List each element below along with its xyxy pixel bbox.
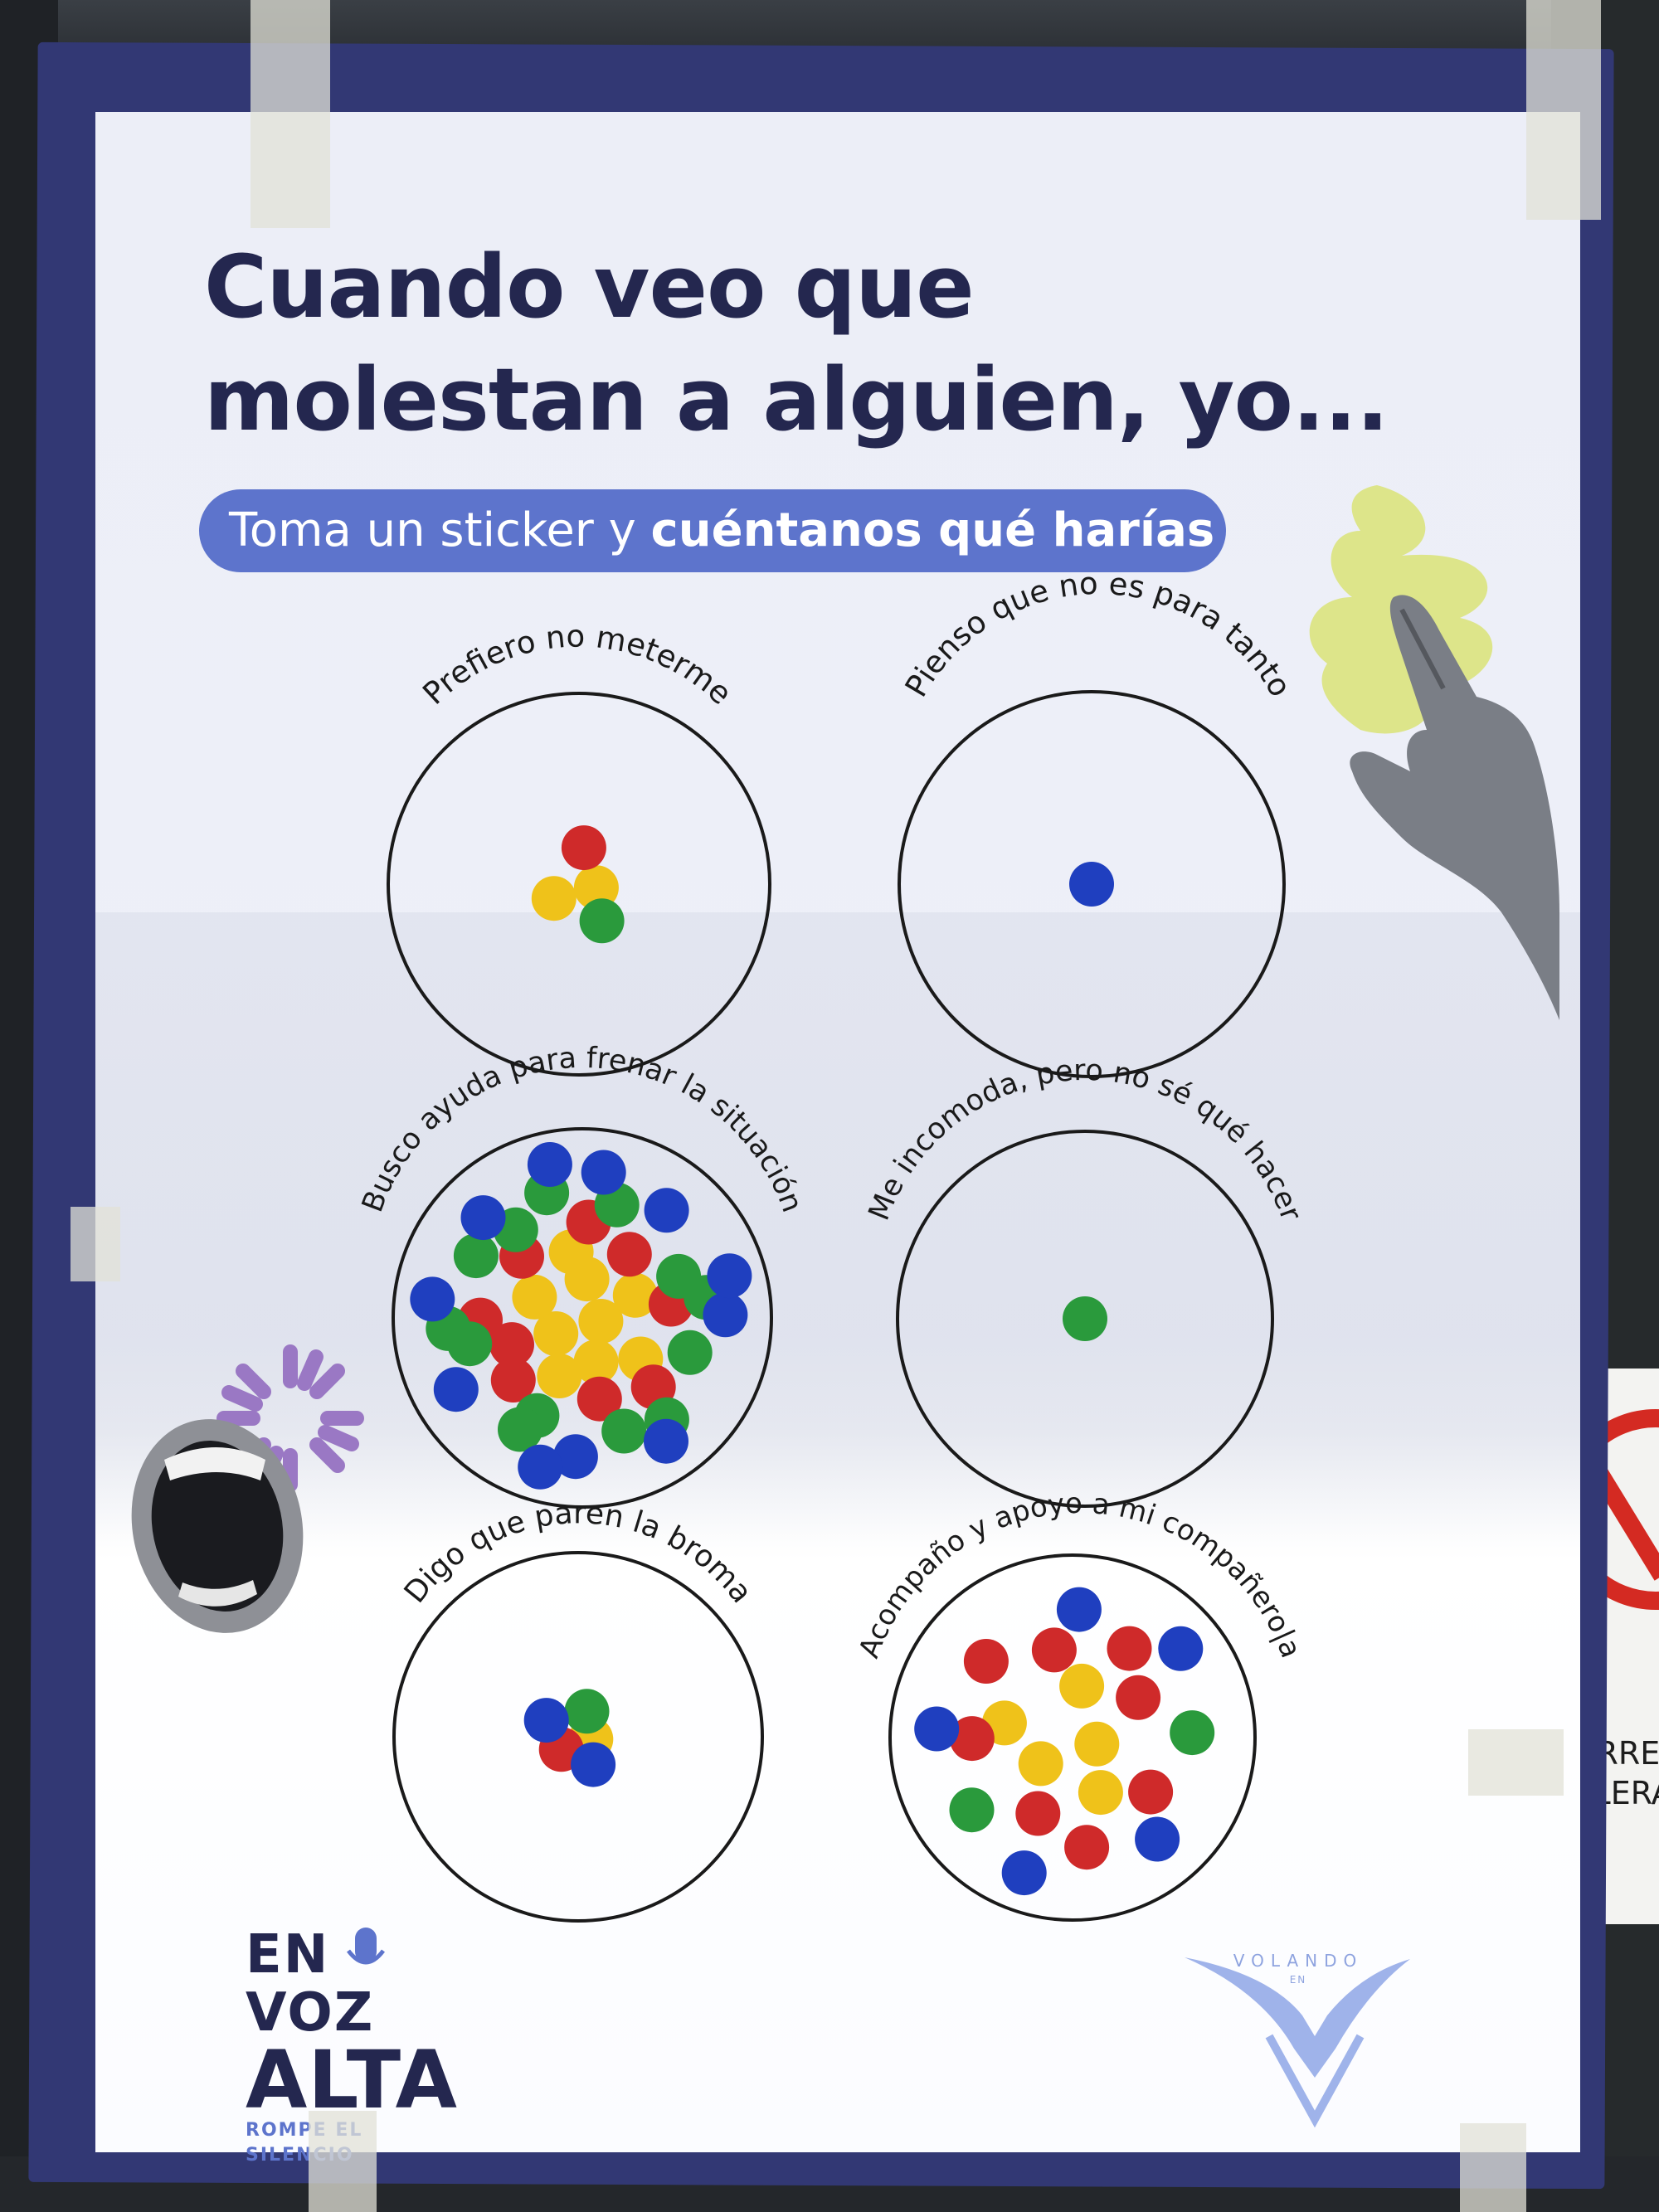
- sticker-yellow: [573, 865, 619, 911]
- sticker-blue: [914, 1706, 960, 1752]
- sticker-blue: [552, 1434, 598, 1480]
- sticker-green: [498, 1407, 542, 1452]
- sticker-yellow: [537, 1354, 582, 1398]
- sticker-blue: [581, 1150, 626, 1195]
- tape-top-left: [251, 0, 330, 228]
- volando-en-v-logo: VOLANDO EN: [1186, 1951, 1410, 1986]
- sticker-yellow: [1018, 1741, 1063, 1787]
- sticker-red: [490, 1358, 536, 1403]
- title-line-1: Cuando veo que: [204, 236, 975, 338]
- svg-text:Pienso que no es para tanto: Pienso que no es para tanto: [898, 566, 1298, 703]
- sticker-yellow: [1078, 1770, 1123, 1816]
- sticker-blue: [527, 1142, 572, 1187]
- sticker-red: [1107, 1626, 1152, 1671]
- sticker-yellow: [531, 876, 577, 921]
- circle-pienso-que-no-es-para-tanto: Pienso que no es para tanto: [898, 566, 1298, 1078]
- sticker-yellow: [512, 1274, 557, 1320]
- stickers: [410, 825, 1215, 1896]
- sticker-blue: [1001, 1850, 1047, 1896]
- sticker-blue: [644, 1418, 688, 1464]
- svg-text:Prefiero no meterme: Prefiero no meterme: [416, 619, 738, 712]
- sticker-green: [579, 898, 625, 944]
- sticker-blue: [518, 1444, 563, 1490]
- tape-bottom-left: [309, 2111, 377, 2212]
- sticker-red: [1128, 1769, 1174, 1815]
- sticker-blue: [1056, 1587, 1102, 1632]
- title-line-2: molestan a alguien, yo...: [204, 349, 1389, 450]
- sticker-red: [1116, 1675, 1161, 1720]
- sticker-red: [561, 825, 606, 871]
- sticker-green: [1063, 1296, 1107, 1341]
- option-label-1: Prefiero no meterme: [416, 619, 738, 712]
- logo-line-1: EN VOZ: [246, 1924, 375, 2044]
- volando-v-icon: [1185, 1957, 1410, 2128]
- tape-top-right: [1526, 0, 1601, 220]
- sticker-green: [564, 1689, 610, 1734]
- poster-title: Cuando veo que molestan a alguien, yo...: [204, 231, 1448, 456]
- sticker-blue: [571, 1742, 616, 1787]
- sticker-blue: [707, 1253, 752, 1299]
- sticker-green: [1170, 1710, 1215, 1756]
- sticker-yellow: [573, 1339, 619, 1385]
- volando-line-2: EN: [1289, 1974, 1307, 1986]
- sticker-red: [606, 1232, 652, 1277]
- svg-text:Me incomoda, pero no sé qué ha: Me incomoda, pero no sé qué hacer: [863, 1054, 1308, 1226]
- pointing-hand-icon: [1350, 595, 1559, 1020]
- sticker-blue: [433, 1367, 479, 1412]
- volando-line-1: VOLANDO: [1233, 1951, 1364, 1971]
- shadow: [95, 912, 1580, 1559]
- sticker-blue: [703, 1292, 748, 1338]
- sticker-red: [577, 1376, 622, 1422]
- option-label-2: Pienso que no es para tanto: [898, 566, 1298, 703]
- sticker-red: [1064, 1825, 1110, 1870]
- logo-line-2: ALTA: [246, 2034, 458, 2127]
- sticker-blue: [1069, 862, 1114, 907]
- sticker-red: [963, 1639, 1009, 1684]
- sticker-yellow: [1074, 1721, 1120, 1767]
- sticker-yellow: [612, 1272, 658, 1318]
- option-label-4: Me incomoda, pero no sé qué hacer: [863, 1054, 1308, 1226]
- screaming-mouth-icon: [131, 1419, 304, 1633]
- sticker-blue: [523, 1698, 569, 1743]
- sticker-blue: [460, 1195, 506, 1241]
- tape-right: [1468, 1729, 1564, 1796]
- sticker-red: [1031, 1627, 1077, 1673]
- sticker-blue: [644, 1188, 689, 1233]
- circle-me-incomoda: Me incomoda, pero no sé qué hacer: [863, 1054, 1308, 1508]
- sticker-green: [667, 1330, 713, 1375]
- sticker-green: [601, 1408, 647, 1454]
- microphone-icon: [347, 1928, 385, 1965]
- tape-bottom-right: [1460, 2123, 1526, 2212]
- tape-left: [71, 1207, 120, 1281]
- sticker-blue: [410, 1276, 455, 1322]
- subtitle-regular: Toma un sticker y: [229, 503, 651, 557]
- sticker-red: [949, 1716, 995, 1762]
- subtitle-pill: Toma un sticker y cuéntanos qué harías: [199, 489, 1226, 572]
- sticker-red: [1015, 1791, 1061, 1836]
- sticker-yellow: [533, 1311, 579, 1356]
- sticker-yellow: [1059, 1663, 1105, 1709]
- sticker-green: [949, 1787, 995, 1833]
- sticker-blue: [1135, 1816, 1180, 1862]
- subtitle-bold: cuéntanos qué harías: [650, 503, 1215, 557]
- sticker-yellow: [578, 1299, 624, 1344]
- sticker-blue: [1158, 1626, 1204, 1671]
- poster-paper: [95, 112, 1580, 2152]
- sticker-green: [453, 1233, 499, 1279]
- en-voz-alta-logo: EN VOZ ALTA ROMPE EL SILENCIO: [246, 1926, 461, 2168]
- sticker-red: [489, 1322, 534, 1368]
